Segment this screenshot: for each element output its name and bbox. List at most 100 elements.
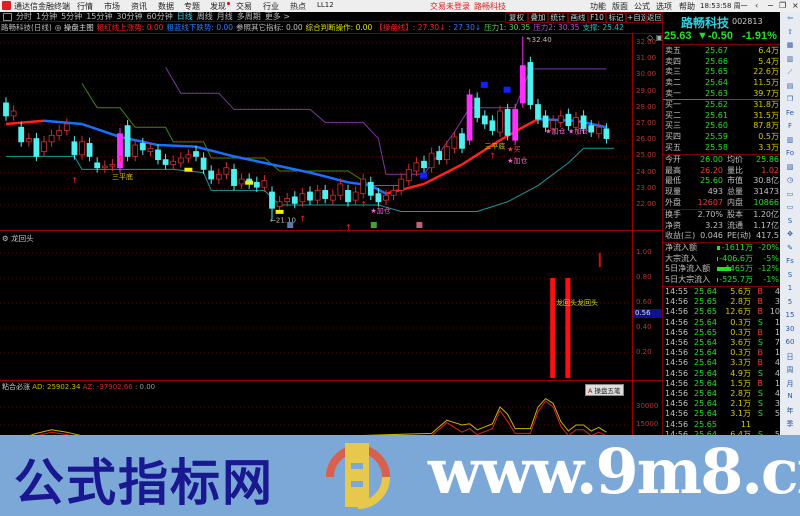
menu-item[interactable]: 市场	[104, 2, 120, 11]
price-axis-label: 23.00	[636, 183, 657, 192]
cell: 14:56	[665, 348, 689, 358]
stat-row: 换手 2.70% 股本 1.20亿	[665, 210, 781, 220]
sidebar-tool-icon[interactable]: ▦	[786, 41, 794, 49]
period-tab[interactable]: 分时	[16, 12, 32, 21]
sidebar-tool-icon[interactable]: Fo	[785, 149, 795, 157]
sidebar-tool-icon[interactable]: 60	[785, 338, 795, 346]
candle	[337, 183, 344, 196]
sidebar-tool-icon[interactable]: 季	[786, 420, 794, 428]
login-status[interactable]: 交易未登录	[430, 2, 470, 11]
candle	[360, 178, 367, 195]
sidebar-tool-icon[interactable]: N	[787, 392, 793, 400]
toolbar-button-f10[interactable]: F10	[588, 12, 606, 23]
cell: 买二	[665, 110, 681, 120]
cell: 10	[769, 307, 780, 317]
candle	[390, 190, 397, 196]
sidebar-tool-icon[interactable]: ✥	[787, 230, 793, 238]
stock-name-link[interactable]: 路畅科技	[474, 2, 506, 11]
cell: -1611万	[721, 243, 753, 252]
price-axis-label: 22.00	[636, 200, 657, 208]
menu-item[interactable]: 行情	[77, 2, 93, 11]
period-tab[interactable]: 30分钟	[116, 12, 143, 21]
trend-line-segment	[522, 118, 539, 129]
sidebar-tool-icon[interactable]: ▥	[786, 54, 794, 63]
period-bar: 分时 1分钟 5分钟 15分钟 30分钟 60分钟 日线 周线 月线 多周期 更…	[0, 12, 662, 22]
sidebar-tool-icon[interactable]: Fs	[786, 257, 794, 265]
sidebar-tool-icon[interactable]: ❐	[786, 95, 794, 103]
toolbar-button-draw[interactable]: 画线	[568, 12, 588, 23]
sidebar-tool-icon[interactable]: Fe	[786, 108, 794, 117]
menu-item[interactable]: 发现	[210, 2, 226, 11]
menu-item[interactable]: 帮助	[679, 2, 695, 11]
indicator-name[interactable]: ◎ 操盘主图	[54, 23, 94, 32]
close-icon[interactable]: ×	[792, 1, 799, 10]
period-tab[interactable]: 月线	[216, 12, 233, 21]
sidebar-tool-icon[interactable]: ▧	[786, 162, 794, 171]
menu-item[interactable]: LL12	[317, 1, 334, 9]
menu-item[interactable]: 热点	[290, 2, 306, 11]
sidebar-tool-icon[interactable]: ◷	[786, 176, 794, 184]
candle	[451, 136, 458, 149]
period-tab[interactable]: 5分钟	[61, 12, 83, 21]
minimize-icon[interactable]: −	[767, 1, 774, 10]
price-change: ▼-0.50	[697, 30, 733, 42]
period-tab[interactable]: 1分钟	[36, 12, 58, 21]
period-tab[interactable]: 周线	[196, 12, 213, 21]
menu-item[interactable]: 版面	[612, 2, 628, 11]
period-tab[interactable]: 多周期	[236, 12, 261, 21]
toolbar-button-overlay[interactable]: 叠加	[528, 12, 548, 23]
cell: 12.6万	[725, 307, 751, 317]
toolbar-button-add-watchlist[interactable]: +自选	[626, 12, 646, 23]
panel-toggle-icon[interactable]	[3, 13, 12, 21]
cell: S	[758, 430, 763, 440]
sidebar-tool-icon[interactable]: ⟋	[787, 68, 793, 76]
popup-five-strokes[interactable]: A 操盘五笔	[585, 384, 624, 396]
menu-item[interactable]: 行业	[263, 2, 279, 11]
sidebar-tool-icon[interactable]: ▭	[786, 203, 794, 211]
settings-icon[interactable]: ◇ ▣	[647, 33, 664, 42]
back-icon[interactable]: ‹	[755, 1, 759, 10]
sidebar-tool-icon[interactable]: 月	[786, 379, 794, 388]
sidebar-tool-icon[interactable]: ▭	[786, 189, 794, 198]
menu-item[interactable]: 专题	[184, 2, 200, 11]
sidebar-tool-icon[interactable]: 日	[786, 352, 794, 361]
period-tab-active[interactable]: 日线	[176, 12, 193, 21]
period-tab[interactable]: 更多 >	[264, 12, 290, 21]
sidebar-tool-icon[interactable]: ✎	[787, 243, 793, 252]
sidebar-tool-icon[interactable]: ▥	[786, 135, 794, 144]
cell: 14:56	[665, 338, 689, 347]
menu-item[interactable]: 选项	[656, 2, 672, 11]
period-tab[interactable]: 60分钟	[146, 12, 173, 21]
sidebar-tool-icon[interactable]: S	[787, 216, 793, 225]
sidebar-tool-icon[interactable]: 30	[785, 324, 795, 333]
longhuitou-mark	[598, 253, 601, 267]
menu-item[interactable]: 数据	[158, 2, 174, 11]
sidebar-tool-icon[interactable]: 1	[787, 284, 793, 292]
sidebar-tool-icon[interactable]: 周	[786, 366, 794, 374]
sidebar-tool-icon[interactable]: ⇦	[787, 14, 793, 22]
sidebar-tool-icon[interactable]: F	[787, 122, 793, 130]
candle	[3, 102, 9, 117]
restore-icon[interactable]: ❐	[779, 1, 787, 10]
sidebar-tool-icon[interactable]: ⇧	[787, 27, 793, 36]
sidebar-tool-icon[interactable]: 15	[785, 311, 795, 319]
sidebar-tool-icon[interactable]: ▤	[786, 81, 794, 90]
last-price: 25.63	[664, 30, 692, 42]
menu-item[interactable]: 交易	[236, 2, 252, 11]
menu-item[interactable]: 资讯	[131, 2, 147, 11]
toolbar-button-back[interactable]: 返回	[646, 12, 662, 23]
toolbar-button-stats[interactable]: 统计	[548, 12, 568, 23]
bid-row: 买五 25.58 3.3万	[665, 143, 781, 153]
sidebar-tool-icon[interactable]: S	[787, 270, 793, 279]
period-tab[interactable]: 15分钟	[86, 12, 113, 21]
sidebar-tool-icon[interactable]: 5	[787, 297, 793, 306]
toolbar-button-restore-rights[interactable]: 复权	[505, 12, 528, 23]
cell: 14:56	[665, 419, 689, 429]
sidebar-tool-icon[interactable]: 年	[786, 406, 794, 415]
stock-code: 002813	[732, 17, 763, 26]
trend-line-segment	[81, 122, 121, 139]
menu-item[interactable]: 功能	[590, 2, 606, 11]
menu-item[interactable]: 公式	[634, 2, 650, 11]
toolbar-button-mark[interactable]: 标记	[606, 12, 626, 23]
